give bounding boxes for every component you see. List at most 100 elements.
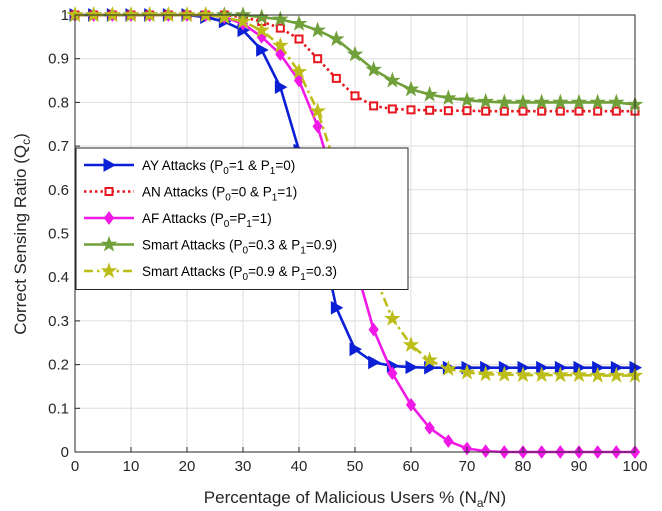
data-point	[552, 93, 569, 110]
data-point	[274, 80, 288, 94]
data-point	[275, 47, 286, 62]
data-point	[499, 106, 509, 116]
data-point	[290, 15, 308, 31]
data-point	[608, 366, 625, 383]
data-point	[443, 434, 454, 448]
data-point	[514, 93, 532, 110]
data-point	[514, 366, 532, 383]
x-tick-label: 30	[235, 458, 252, 475]
data-point	[552, 366, 569, 383]
data-point	[331, 73, 341, 83]
data-point	[593, 106, 603, 116]
y-tick-label: 0.1	[48, 400, 69, 417]
data-point	[104, 6, 121, 23]
data-point	[402, 336, 420, 352]
x-tick-label: 60	[403, 458, 420, 475]
x-tick-label: 20	[179, 458, 196, 475]
data-point	[405, 397, 417, 412]
data-point	[458, 91, 476, 108]
data-point	[272, 10, 289, 27]
x-axis-label: Percentage of Malicious Users % (Na/N)	[204, 488, 506, 510]
data-point	[481, 106, 491, 116]
data-point	[440, 89, 457, 106]
data-point	[309, 21, 326, 38]
data-point	[402, 80, 420, 97]
x-tick-label: 50	[347, 458, 364, 475]
data-point	[330, 300, 344, 315]
data-point	[462, 106, 472, 116]
data-point	[555, 106, 565, 116]
legend-marker	[104, 187, 114, 196]
x-tick-label: 100	[622, 458, 647, 475]
data-point	[608, 93, 625, 110]
data-point	[589, 366, 606, 383]
data-point	[480, 444, 491, 458]
x-tick-label: 0	[71, 458, 79, 475]
legend-label: AN Attacks (P0=0 & P1=1)	[142, 185, 297, 204]
ticks: 0 10 20 30 40 50 60 70 80 90 100 0 0.1 0.2 0.3 0.4 0.5 0.…	[48, 7, 647, 475]
y-tick-label: 0.3	[48, 313, 69, 330]
data-point	[290, 63, 308, 79]
data-point	[384, 71, 401, 88]
data-point	[518, 106, 528, 116]
data-point	[256, 43, 269, 57]
data-point	[477, 365, 494, 382]
legend-label: Smart Attacks (P0=0.9 & P1=0.3)	[142, 264, 337, 283]
legend-marker	[100, 235, 118, 252]
y-tick-label: 0.5	[48, 226, 69, 243]
data-point	[141, 6, 158, 23]
data-point	[368, 322, 379, 337]
data-point	[440, 360, 457, 377]
data-point	[387, 104, 397, 114]
data-point	[275, 23, 285, 33]
data-point	[570, 366, 588, 383]
data-point	[369, 101, 379, 111]
legend-item: AN Attacks (P0=0 & P1=1)	[84, 185, 297, 204]
data-point	[253, 21, 270, 38]
y-axis-label: Correct Sensing Ratio (Qc)	[11, 133, 33, 335]
data-point	[533, 93, 550, 110]
data-point	[160, 6, 177, 23]
data-point	[611, 106, 621, 116]
legend: AY Attacks (P0=1 & P1=0) AN Attacks (P0=0…	[75, 147, 409, 290]
data-point	[477, 92, 494, 109]
data-point	[85, 6, 102, 23]
legend-label: AF Attacks (P0=P1=1)	[142, 211, 272, 230]
legend-label: AY Attacks (P0=1 & P1=0)	[142, 158, 295, 177]
data-point	[406, 105, 416, 115]
data-point	[533, 366, 550, 383]
data-point	[537, 106, 547, 116]
data-point	[234, 12, 252, 29]
data-point	[122, 6, 140, 23]
data-point	[458, 363, 476, 380]
legend-item: AY Attacks (P0=1 & P1=0)	[84, 158, 295, 177]
x-tick-label: 40	[291, 458, 308, 475]
data-point	[178, 6, 196, 23]
legend-label: Smart Attacks (P0=0.3 & P1=0.9)	[142, 238, 337, 257]
x-tick-label: 80	[515, 458, 532, 475]
legend-item: AF Attacks (P0=P1=1)	[84, 211, 272, 230]
legend-marker	[103, 211, 115, 225]
y-tick-label: 0.4	[48, 269, 69, 286]
data-point	[589, 93, 606, 110]
data-point	[313, 54, 323, 64]
data-point	[312, 119, 323, 134]
data-point	[574, 106, 584, 116]
x-tick-label: 10	[123, 458, 140, 475]
y-tick-label: 0.2	[48, 357, 69, 374]
data-point	[387, 366, 398, 381]
data-point	[346, 45, 364, 62]
data-point	[309, 102, 326, 119]
y-tick-label: 0.7	[48, 138, 69, 155]
legend-marker	[103, 158, 117, 172]
data-point	[197, 6, 214, 23]
data-point	[293, 73, 305, 88]
data-point	[294, 34, 304, 44]
y-tick-label: 0	[61, 444, 69, 461]
y-tick-label: 0.9	[48, 51, 69, 68]
y-tick-label: 0.8	[48, 94, 69, 111]
legend-item: Smart Attacks (P0=0.3 & P1=0.9)	[84, 235, 337, 257]
data-point	[350, 91, 360, 101]
y-tick-label: 0.6	[48, 182, 69, 199]
legend-item: Smart Attacks (P0=0.9 & P1=0.3)	[84, 262, 337, 283]
